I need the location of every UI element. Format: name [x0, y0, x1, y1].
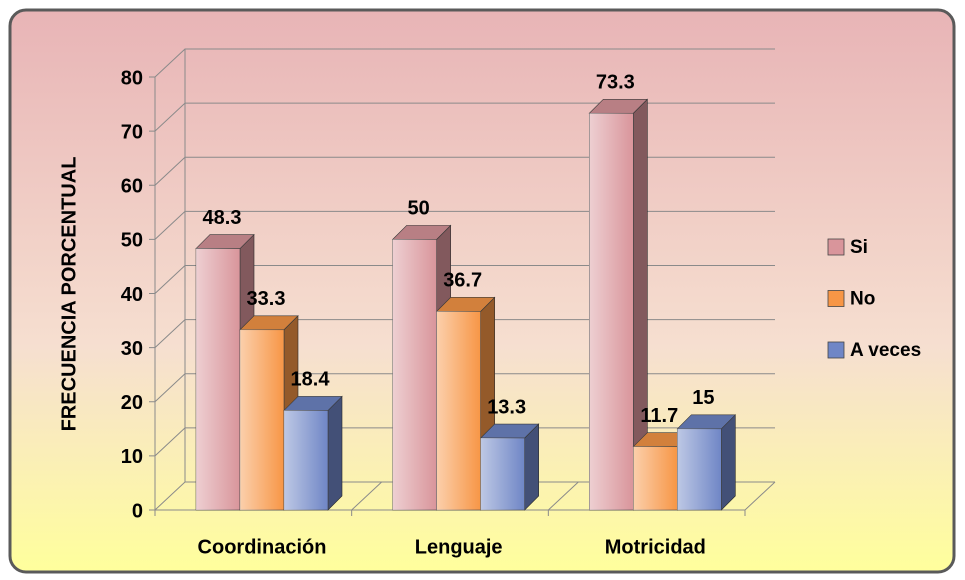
bar-shine: [196, 248, 240, 511]
y-tick-label: 30: [121, 338, 143, 360]
legend-label: No: [850, 289, 875, 310]
bar-shine: [633, 446, 678, 510]
y-tick-label: 0: [132, 500, 143, 522]
y-tick-label: 40: [121, 284, 143, 306]
legend-swatch: [827, 290, 845, 307]
y-tick-label: 20: [121, 392, 143, 414]
bar-shine: [240, 329, 284, 510]
bar-shine: [677, 428, 722, 510]
floor-divider: [351, 481, 383, 511]
bar-shine: [284, 410, 328, 510]
y-tick-label: 60: [121, 176, 143, 198]
legend-label: A veces: [850, 340, 921, 361]
bar-side: [327, 395, 343, 511]
data-label: 15: [692, 387, 714, 409]
x-tick-label: Motricidad: [605, 536, 706, 558]
legend-swatch: [827, 238, 845, 256]
bar-shine: [392, 239, 437, 510]
legend-swatch: [827, 341, 845, 359]
y-tick-label: 80: [121, 67, 143, 89]
data-label: 11.7: [640, 405, 678, 427]
y-tick-label: 10: [121, 446, 143, 468]
y-tick-label: 70: [121, 121, 143, 143]
bar-side: [721, 414, 736, 511]
bar-shine: [436, 311, 481, 510]
bar-shine: [589, 113, 634, 511]
data-label: 13.3: [487, 396, 526, 418]
data-label: 18.4: [291, 369, 331, 391]
legend-label: Si: [850, 237, 868, 258]
data-label: 73.3: [596, 72, 635, 94]
data-label: 33.3: [247, 288, 286, 310]
data-label: 36.7: [443, 270, 482, 292]
x-tick-label: Lenguaje: [415, 536, 503, 558]
floor-divider: [547, 481, 579, 511]
data-label: 48.3: [203, 207, 242, 229]
bar-shine: [480, 438, 525, 510]
x-tick-label: Coordinación: [198, 536, 327, 558]
y-axis-label: FRECUENCIA PORCENTUAL: [58, 157, 80, 432]
data-label: 50: [408, 198, 430, 220]
bar-side: [524, 423, 539, 511]
y-tick-label: 50: [121, 230, 143, 252]
